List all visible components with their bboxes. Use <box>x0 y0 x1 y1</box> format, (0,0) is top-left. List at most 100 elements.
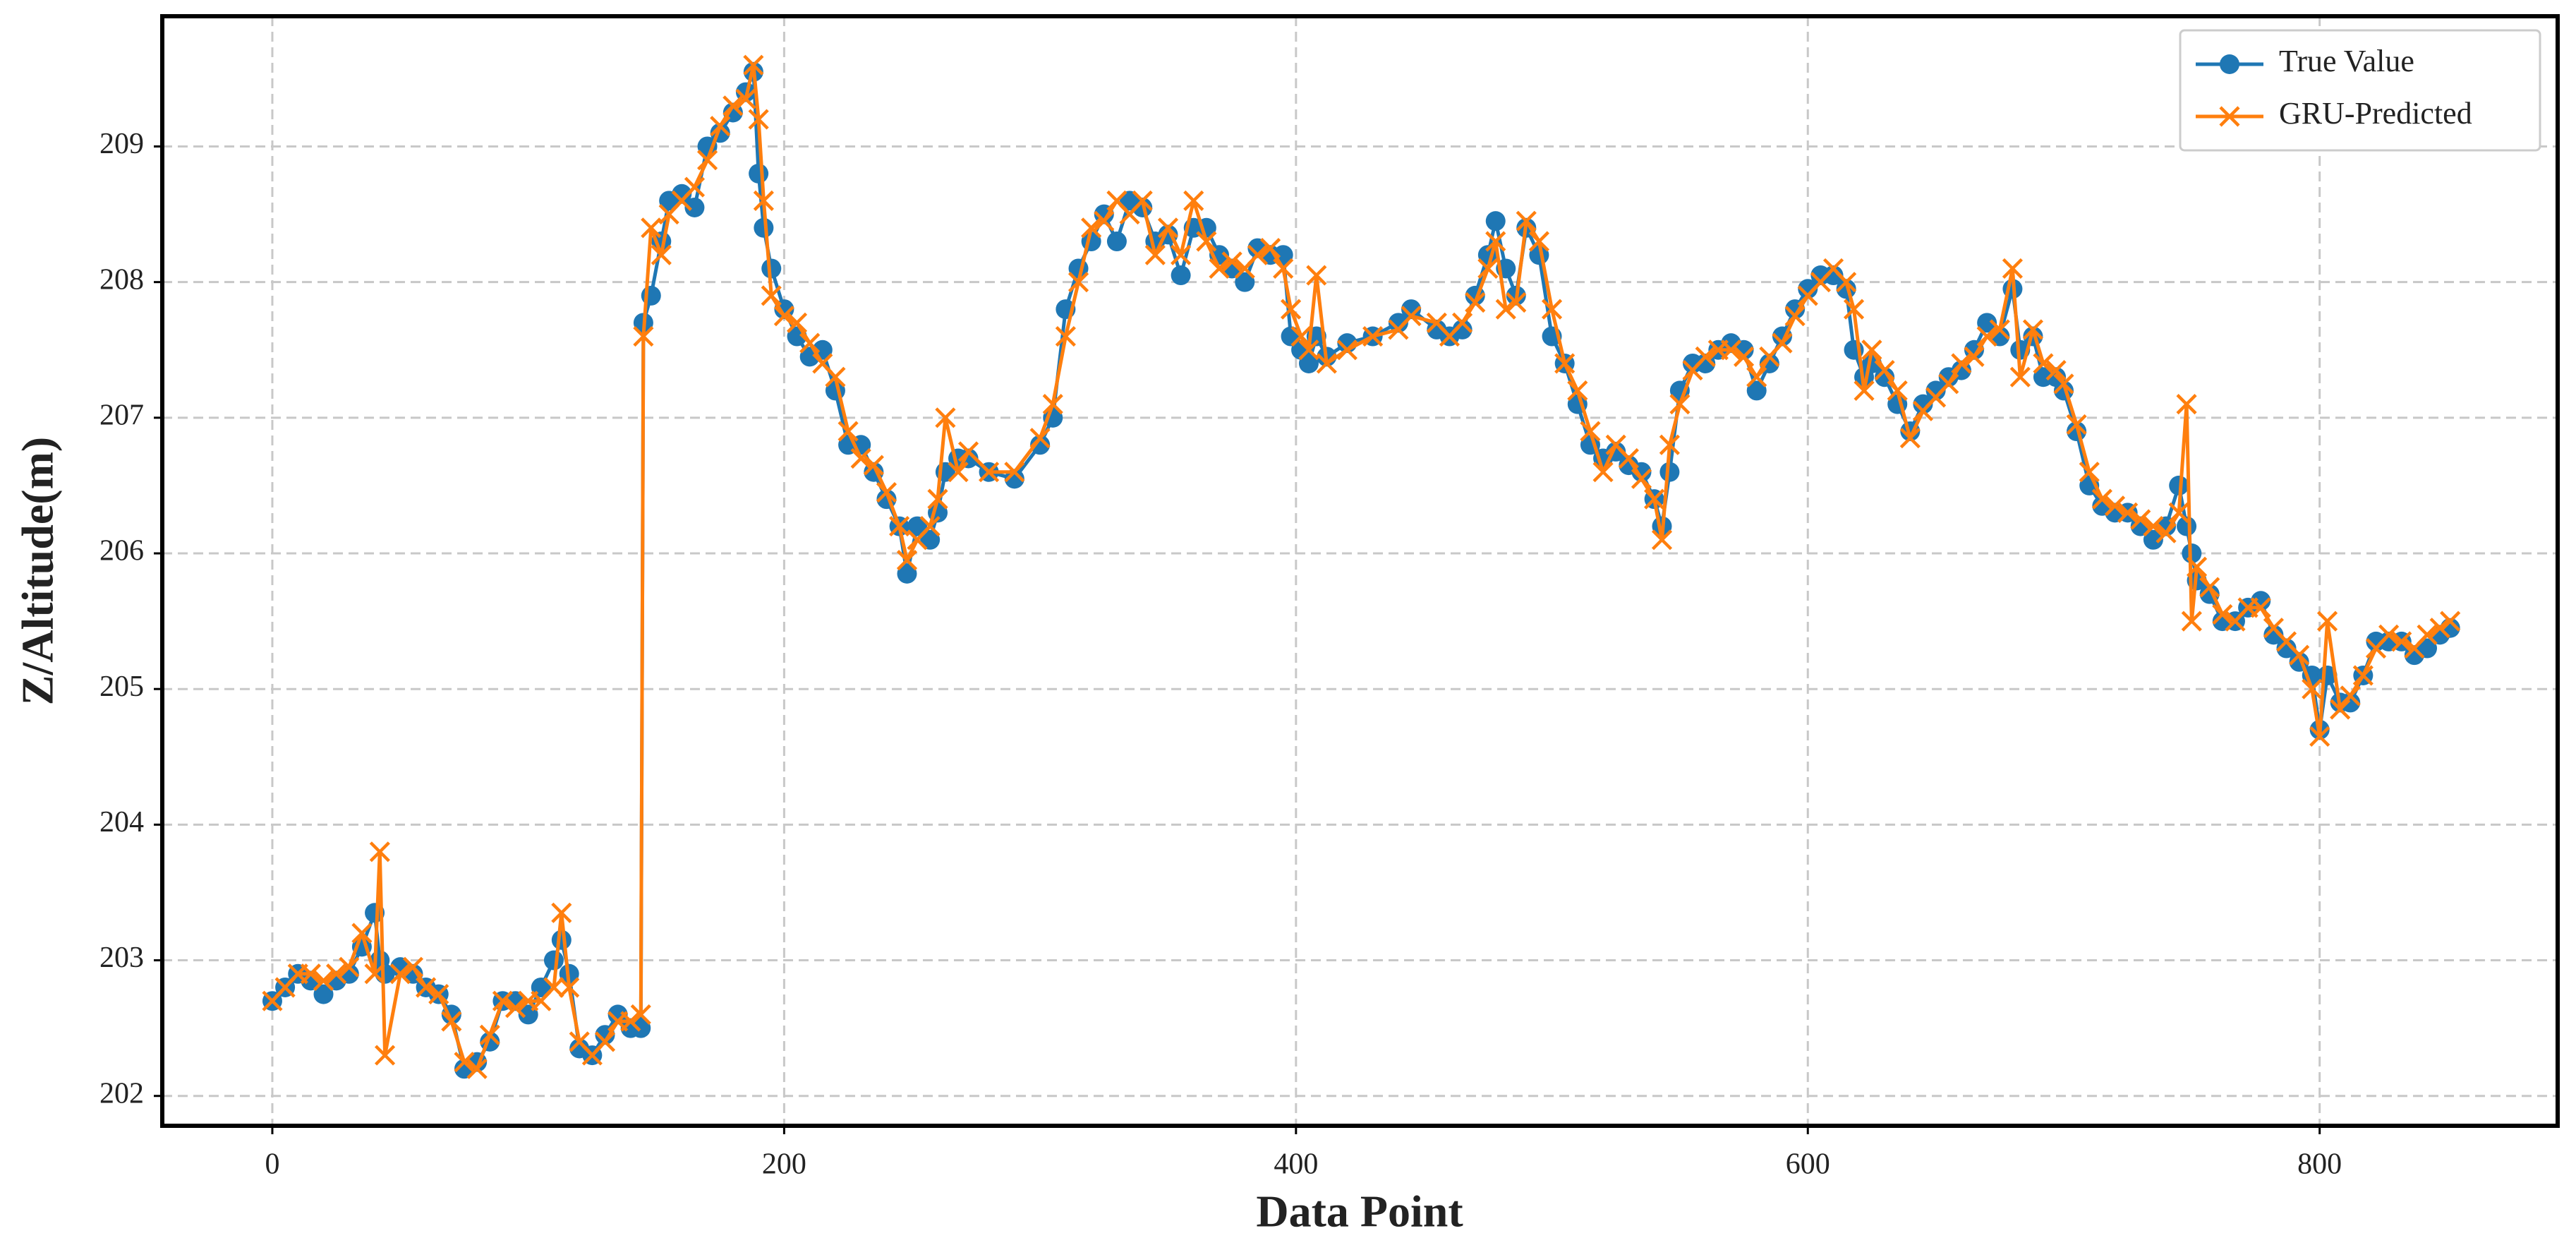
legend: True Value GRU-Predicted <box>2179 29 2541 152</box>
point <box>2053 373 2074 395</box>
point <box>1516 210 1537 232</box>
point <box>1784 306 1806 327</box>
point <box>1336 339 1357 361</box>
point <box>416 977 437 998</box>
point <box>1144 244 1166 265</box>
point <box>1004 469 1024 489</box>
point <box>454 1052 475 1073</box>
point <box>2440 611 2461 632</box>
point <box>1874 359 1895 381</box>
point <box>2066 414 2087 435</box>
point <box>2276 638 2297 659</box>
point <box>978 462 1000 483</box>
point <box>2169 475 2189 495</box>
point <box>735 88 756 109</box>
y-axis-label: Z/Altitude(m) <box>13 437 63 705</box>
point <box>2212 603 2233 625</box>
point <box>633 325 654 347</box>
y-tick-label: 203 <box>99 942 144 974</box>
point <box>402 956 424 978</box>
point <box>479 1024 500 1045</box>
point <box>1029 428 1051 449</box>
point <box>1451 312 1473 333</box>
point <box>722 95 744 116</box>
point <box>1964 346 1985 367</box>
point <box>1695 346 1716 367</box>
point <box>1247 244 1269 265</box>
point <box>919 515 941 537</box>
point <box>927 488 948 510</box>
point <box>1733 346 1755 367</box>
point <box>863 455 884 476</box>
point <box>948 462 969 483</box>
point <box>1644 488 1665 510</box>
point <box>748 109 769 130</box>
point <box>749 163 769 184</box>
point <box>1196 231 1217 252</box>
legend-label: True Value <box>2279 44 2414 78</box>
point <box>935 407 956 428</box>
point <box>1659 434 1680 455</box>
point <box>1836 272 1857 293</box>
point <box>1401 299 1422 320</box>
point <box>1861 339 1882 361</box>
point <box>389 963 411 985</box>
point <box>1899 428 1921 449</box>
y-tick-label: 209 <box>99 128 144 160</box>
point <box>2022 319 2044 340</box>
point <box>428 983 449 1005</box>
point <box>594 1031 616 1052</box>
point <box>1452 319 1473 339</box>
legend-box <box>2179 29 2541 152</box>
point <box>1290 325 1312 347</box>
point <box>1854 380 1875 401</box>
plot-frame <box>160 14 2560 1128</box>
y-tick-label: 202 <box>99 1077 144 1110</box>
point <box>2091 488 2112 510</box>
point <box>313 970 334 991</box>
point <box>1081 217 1102 239</box>
point <box>2155 522 2177 543</box>
point <box>2045 359 2067 381</box>
point <box>607 1004 628 1025</box>
point <box>2168 502 2189 523</box>
point <box>1989 319 2010 340</box>
x-tick-label: 400 <box>1274 1148 1318 1181</box>
point <box>2002 258 2024 280</box>
point <box>2263 625 2284 645</box>
point <box>2251 591 2271 611</box>
point <box>1401 306 1422 327</box>
point <box>630 1004 651 1026</box>
point <box>1485 231 1506 252</box>
point <box>1055 325 1076 347</box>
point <box>441 1011 462 1032</box>
point <box>1183 190 1204 211</box>
point <box>631 1018 651 1038</box>
point <box>1465 292 1486 313</box>
point <box>1720 339 1742 361</box>
point <box>300 963 321 985</box>
point <box>1925 380 1946 401</box>
point <box>1798 279 1818 299</box>
point <box>2302 678 2323 699</box>
point <box>920 529 941 550</box>
point <box>504 997 526 1018</box>
point <box>1669 394 1691 415</box>
point <box>710 116 731 137</box>
point <box>2340 685 2361 707</box>
point <box>684 176 706 198</box>
point <box>2181 611 2202 632</box>
point <box>2104 495 2126 517</box>
legend-label: GRU-Predicted <box>2279 96 2472 131</box>
point <box>1746 366 1767 387</box>
point <box>2186 556 2208 577</box>
point <box>543 977 564 998</box>
point <box>773 306 794 327</box>
point <box>957 441 979 462</box>
legend-marker <box>2220 54 2239 74</box>
point <box>696 150 718 171</box>
point <box>2378 624 2400 645</box>
point <box>1976 325 1997 347</box>
point <box>1132 190 1153 211</box>
point <box>2417 624 2438 645</box>
